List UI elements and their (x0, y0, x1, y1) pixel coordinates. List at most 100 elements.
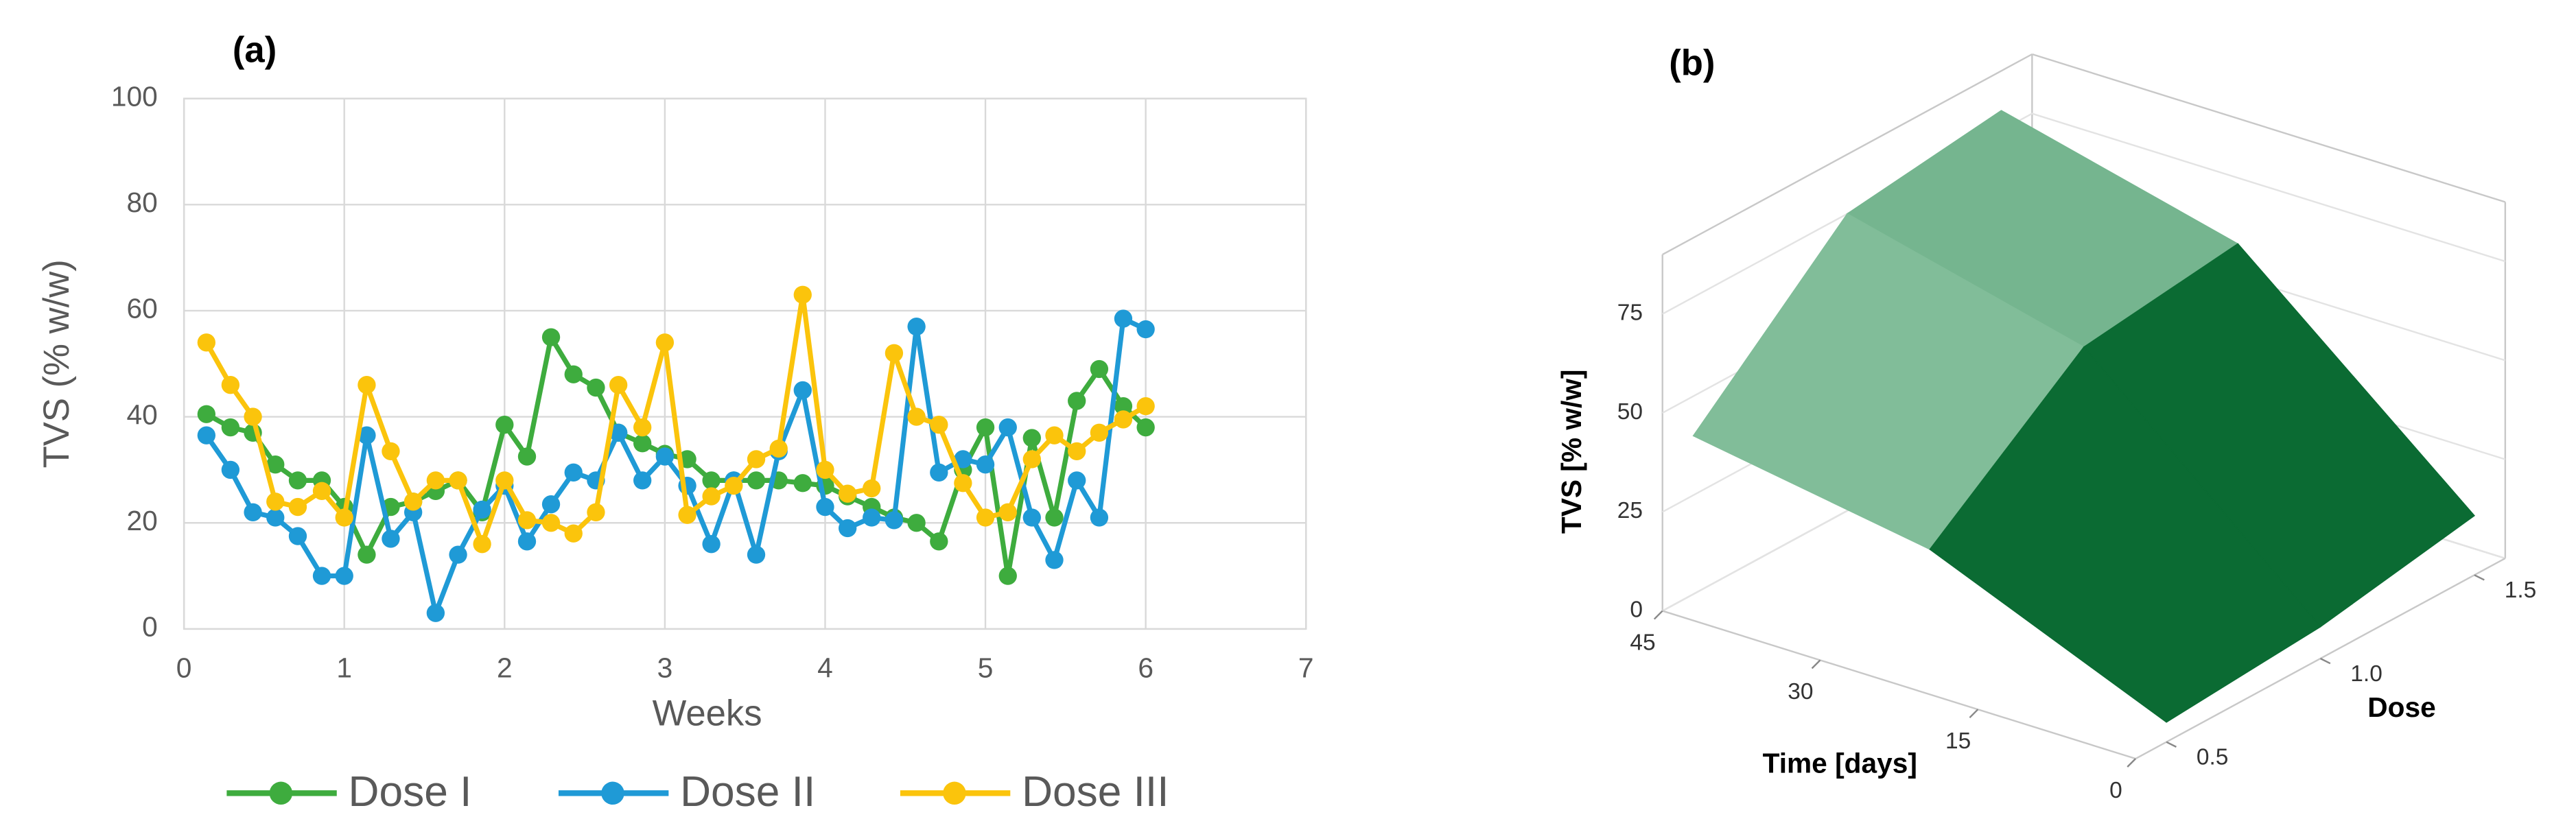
data-point (954, 450, 972, 469)
y-tick-label: 60 (127, 293, 158, 324)
data-point (976, 418, 995, 437)
data-point (426, 471, 445, 490)
data-point (358, 545, 376, 564)
tick-mark (1811, 659, 1821, 669)
tick-mark (1653, 610, 1663, 620)
x-tick-label: 7 (1298, 652, 1314, 684)
data-point (221, 418, 240, 437)
data-point (678, 506, 696, 524)
data-point (382, 442, 400, 461)
z-tick-label: 0 (1630, 597, 1643, 622)
data-point (564, 524, 583, 543)
data-point (426, 604, 445, 622)
data-point (244, 407, 262, 426)
y-tick-label: 0 (142, 611, 158, 643)
tick-mark (1969, 709, 1979, 719)
data-point (1022, 429, 1041, 447)
data-point (541, 495, 561, 514)
data-point (930, 463, 948, 482)
data-point (517, 511, 537, 530)
y-tick-label: 1.0 (2350, 661, 2382, 687)
data-point (839, 519, 857, 538)
y-tick-label: 80 (127, 187, 158, 218)
axis-line (1662, 610, 2136, 760)
data-point (1045, 508, 1064, 527)
y-tick-label: 0.5 (2197, 744, 2229, 770)
data-point (358, 426, 376, 444)
data-point (998, 418, 1017, 437)
data-point (655, 447, 675, 466)
tick-mark (2474, 574, 2485, 581)
data-point (609, 423, 628, 442)
data-point (312, 567, 331, 585)
panel-label: (b) (1669, 43, 1715, 84)
data-point (449, 545, 467, 564)
data-point (1068, 392, 1086, 410)
data-point (541, 514, 561, 532)
data-point (702, 487, 721, 506)
data-point (358, 376, 376, 394)
data-point (266, 508, 285, 527)
data-point (747, 450, 766, 469)
data-point (587, 378, 605, 397)
box-edge (1662, 53, 2033, 256)
data-point (633, 418, 652, 437)
data-point (382, 530, 400, 548)
y-tick-label: 20 (127, 505, 158, 536)
data-point (655, 333, 675, 352)
data-point (1090, 508, 1109, 527)
z-axis-title: TVS [% w/w] (1556, 370, 1587, 534)
data-point (517, 447, 537, 466)
x-tick-label: 5 (978, 652, 994, 684)
data-point (1068, 442, 1086, 461)
grid-line (1662, 112, 2506, 315)
data-point (335, 567, 353, 585)
tick-mark (2127, 758, 2137, 768)
data-point (725, 476, 743, 495)
x-tick-label: 0 (2109, 778, 2122, 803)
x-tick-label: 1 (336, 652, 352, 684)
x-tick-label: 6 (1138, 652, 1154, 684)
data-point (793, 285, 812, 304)
data-point (495, 416, 514, 434)
data-point (266, 493, 285, 511)
data-point (449, 471, 467, 490)
data-point (288, 497, 307, 517)
data-point (930, 532, 948, 551)
data-point (1022, 508, 1041, 527)
data-point (793, 474, 812, 493)
data-point (221, 460, 240, 479)
data-point (288, 471, 307, 490)
legend-marker (601, 781, 624, 805)
z-tick-label: 75 (1617, 300, 1643, 326)
data-point (769, 439, 788, 458)
data-point (335, 508, 353, 527)
data-point (1114, 309, 1133, 328)
data-point (1136, 418, 1155, 437)
data-point (564, 463, 583, 482)
data-point (954, 474, 972, 493)
data-point (587, 503, 605, 521)
data-point (495, 471, 514, 490)
data-point (839, 484, 857, 503)
data-point (1114, 410, 1133, 429)
data-point (403, 493, 423, 511)
data-point (885, 511, 904, 530)
x-tick-label: 45 (1630, 630, 1655, 655)
data-point (1045, 426, 1064, 444)
y-tick-label: 100 (111, 80, 158, 112)
legend-label: Dose I (349, 768, 472, 816)
y-tick-label: 1.5 (2505, 578, 2537, 603)
data-point (747, 545, 766, 564)
series-line (205, 335, 1148, 579)
data-point (244, 503, 262, 521)
data-point (266, 455, 285, 474)
z-tick-label: 50 (1617, 399, 1643, 425)
data-point (863, 479, 881, 498)
data-point (221, 376, 240, 394)
data-point (907, 317, 926, 336)
y-axis-title: Dose (2367, 691, 2436, 723)
x-tick-label: 30 (1788, 679, 1813, 704)
